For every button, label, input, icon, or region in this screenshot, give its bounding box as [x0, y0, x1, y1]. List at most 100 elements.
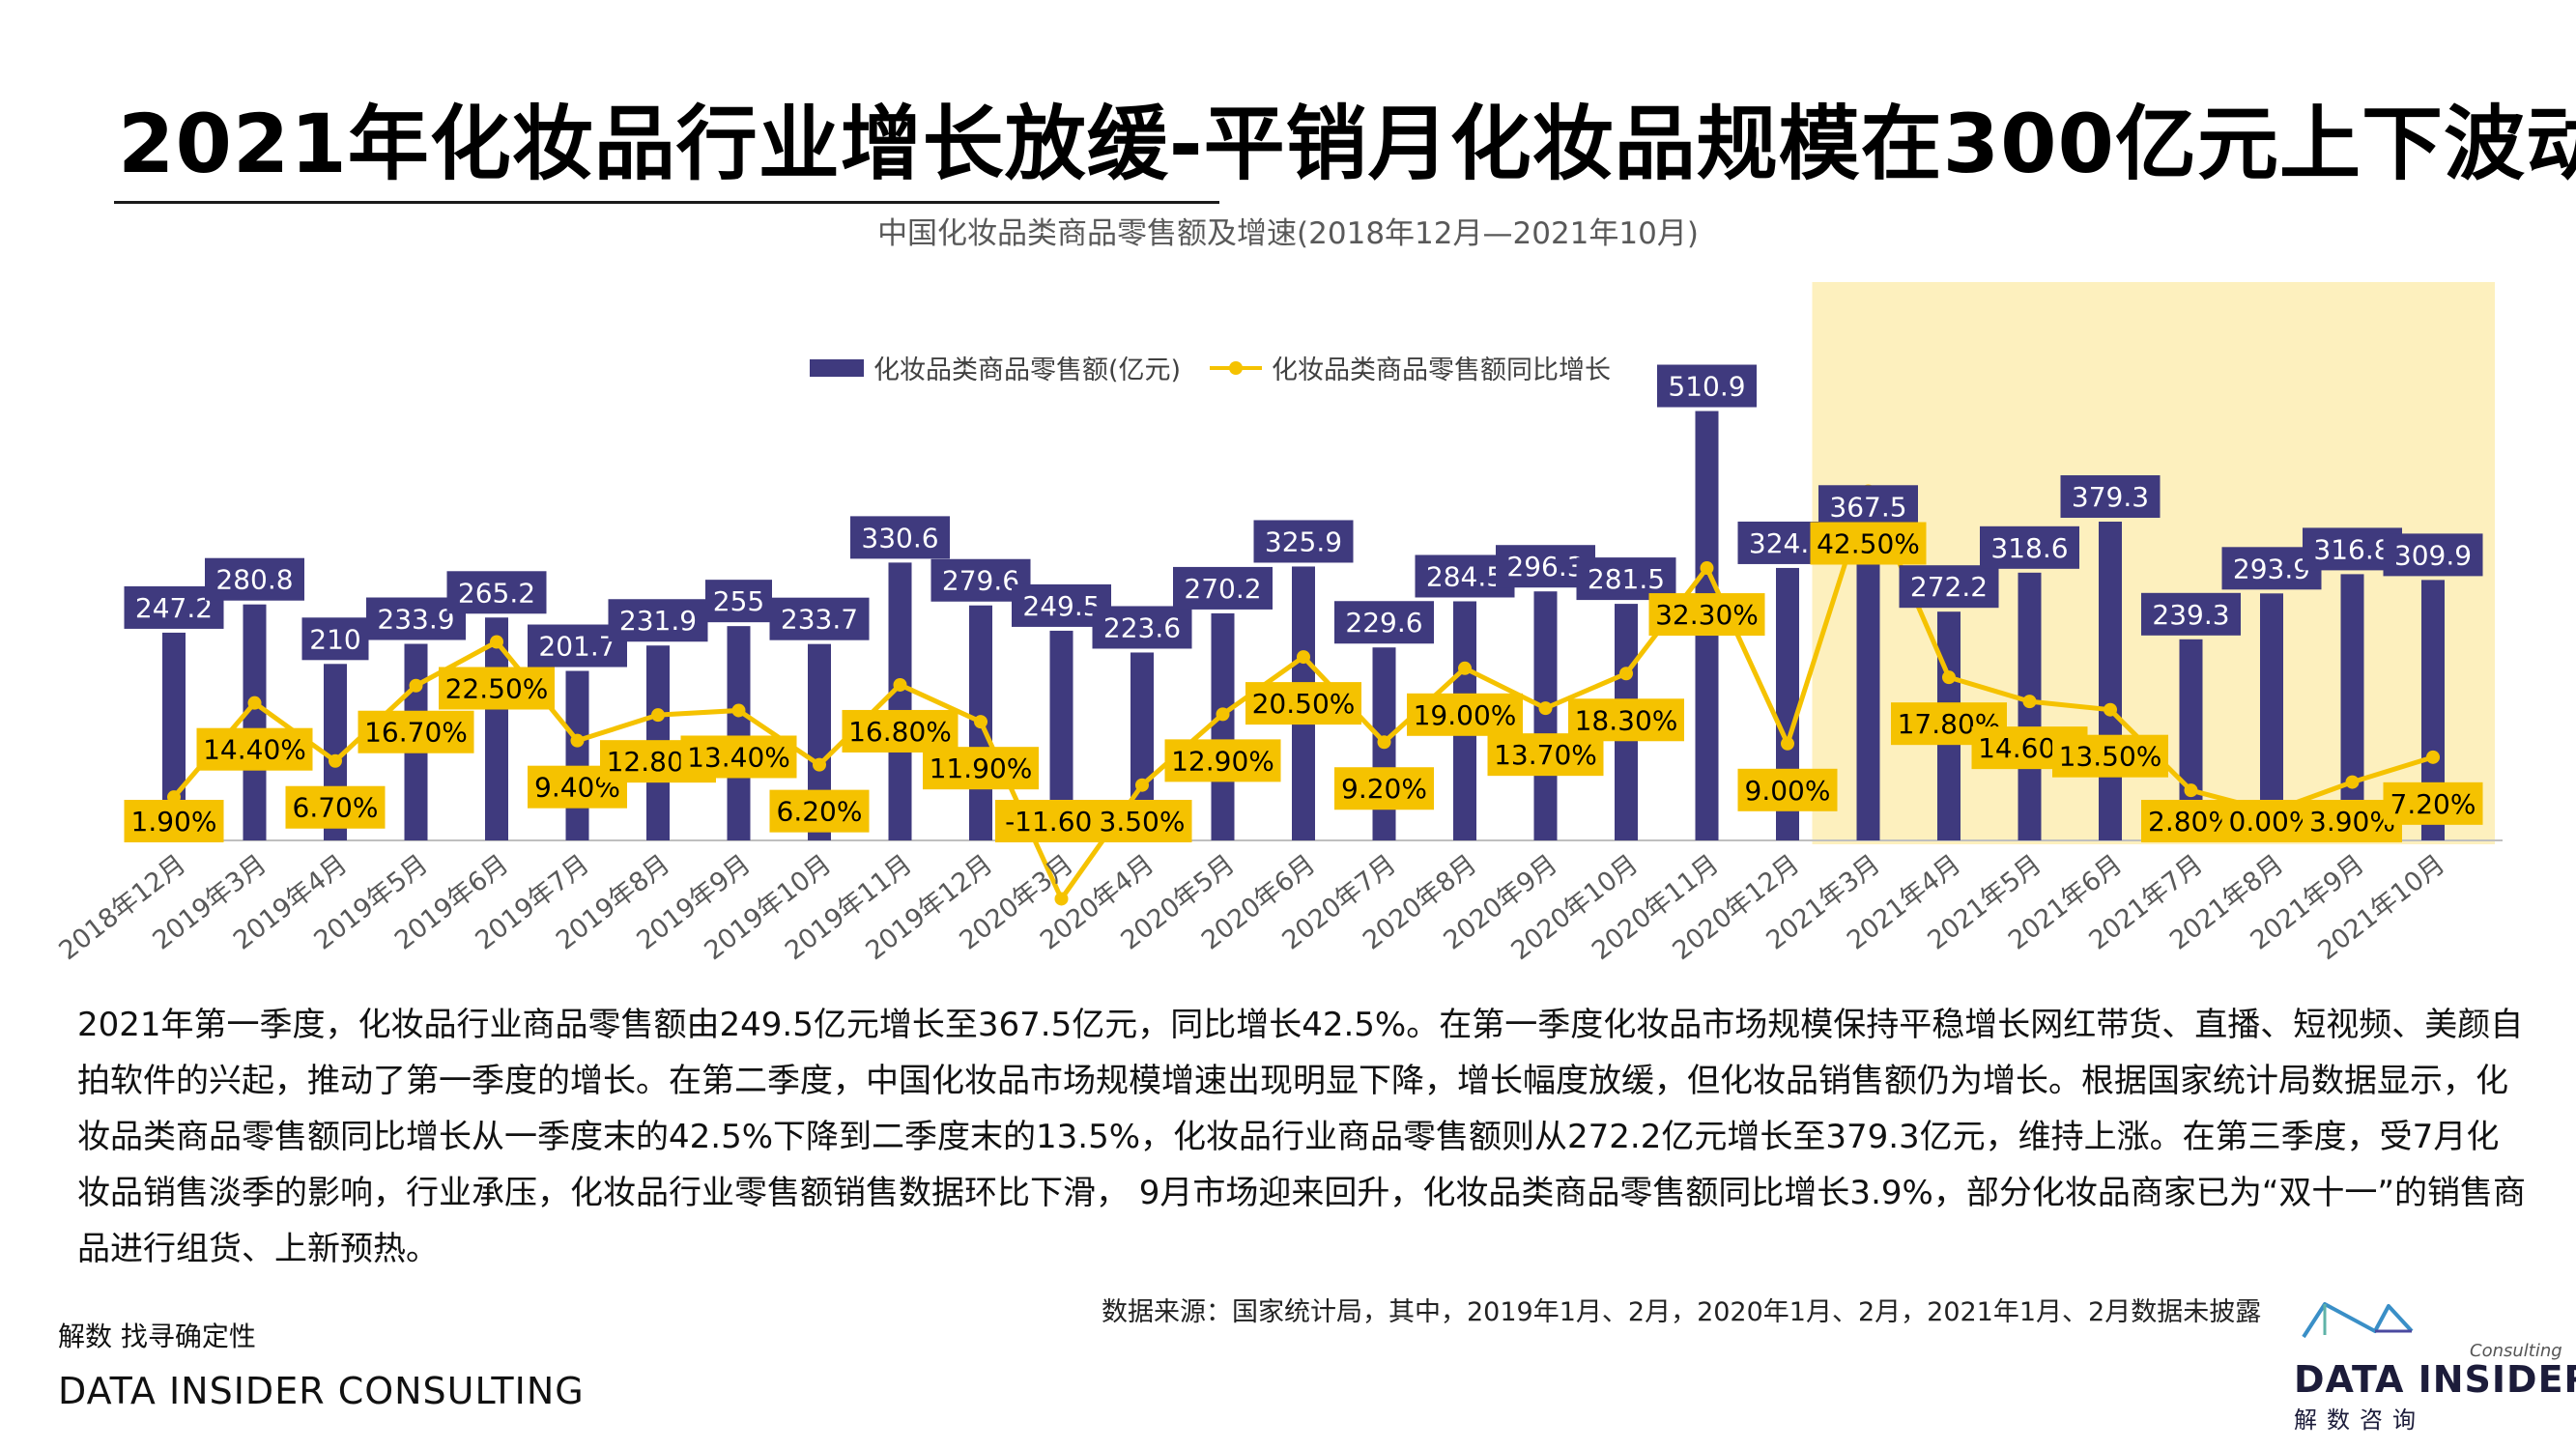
bar-value-label: 325.9 — [1265, 526, 1342, 557]
growth-value-label: 13.70% — [1494, 739, 1597, 771]
bar-value-label: 247.2 — [135, 592, 213, 624]
growth-value-label: 3.90% — [2309, 806, 2395, 838]
growth-value-label-bg — [1407, 693, 1523, 736]
growth-value-label-bg — [124, 800, 224, 842]
bar-value-label-bg — [1657, 364, 1757, 408]
growth-marker — [2345, 775, 2360, 789]
growth-value-label: 12.90% — [1171, 745, 1274, 777]
bar — [888, 562, 912, 840]
logo-name: DATA INSIDER — [2294, 1358, 2576, 1401]
growth-marker — [1538, 701, 1553, 716]
legend-line-label: 化妆品类商品零售额同比增长 — [1272, 355, 1611, 385]
page-title: 2021年化妆品行业增长放缓-平销月化妆品规模在300亿元上下波动 — [118, 97, 2576, 191]
footer-slogan: 解数 找寻确定性 — [58, 1321, 256, 1352]
bar-value-label-bg — [2383, 533, 2483, 577]
growth-marker — [409, 678, 423, 693]
company-logo: Consulting DATA INSIDER 解数咨询 — [2286, 1289, 2576, 1434]
legend-bar-swatch — [810, 359, 864, 377]
bar-value-label: 255 — [713, 585, 764, 617]
growth-value-label-bg — [196, 727, 313, 771]
growth-value-label-bg — [1737, 768, 1838, 811]
growth-marker — [974, 715, 987, 729]
bar-value-label: 270.2 — [1184, 573, 1261, 605]
growth-marker — [1297, 650, 1310, 665]
growth-marker — [247, 696, 262, 710]
growth-marker — [1377, 735, 1391, 750]
bar-value-label: 316.8 — [2313, 533, 2390, 565]
growth-marker — [1700, 561, 1714, 576]
bar-value-label-bg — [850, 516, 950, 559]
growth-value-label-bg — [1334, 767, 1434, 810]
bar-value-label: 318.6 — [1990, 532, 2068, 564]
bar — [1211, 612, 1235, 840]
bar-value-label: 281.5 — [1588, 563, 1665, 595]
growth-value-label-bg — [680, 735, 797, 779]
bar-value-label-bg — [1253, 520, 1354, 563]
bar-value-label: 284.5 — [1426, 560, 1503, 592]
bar-value-label: 265.2 — [458, 577, 535, 609]
growth-marker — [1619, 667, 1633, 681]
growth-value-label: 7.20% — [2390, 788, 2476, 820]
bar-value-label: 279.6 — [942, 565, 1019, 597]
growth-value-label-bg — [1092, 800, 1192, 842]
bar-value-label: 296.3 — [1506, 551, 1584, 582]
growth-marker — [813, 757, 826, 772]
growth-value-label: 9.00% — [1745, 775, 1831, 807]
bar-value-label-bg — [2060, 475, 2161, 519]
growth-value-label: 0.00% — [2229, 806, 2315, 838]
growth-marker — [2184, 783, 2198, 798]
bar-value-label: 239.3 — [2152, 599, 2229, 631]
growth-value-label-bg — [1164, 739, 1281, 782]
bar — [1533, 591, 1558, 840]
bar-value-label: 210 — [309, 623, 360, 655]
growth-value-label-bg — [842, 709, 959, 753]
growth-marker — [1054, 892, 1069, 906]
growth-marker — [329, 753, 342, 768]
growth-value-label: 42.50% — [1817, 528, 1920, 560]
bar — [565, 670, 589, 840]
growth-value-label: 20.50% — [1252, 688, 1356, 720]
bar-value-label: 229.6 — [1345, 607, 1422, 639]
bar-value-label-bg — [705, 580, 772, 623]
bar-value-label: 272.2 — [1910, 571, 1988, 603]
bar-value-label-bg — [1173, 566, 1273, 610]
growth-value-label-bg — [1810, 522, 1927, 565]
logo-chinese-name: 解数咨询 — [2294, 1406, 2425, 1434]
growth-value-label: 6.70% — [293, 792, 379, 824]
growth-value-label-bg — [2383, 781, 2483, 825]
growth-value-label-bg — [358, 710, 474, 753]
bar-value-label: 233.9 — [377, 604, 454, 636]
growth-marker — [1216, 707, 1230, 722]
bar — [2260, 593, 2283, 840]
growth-marker — [570, 733, 585, 748]
growth-value-label-bg — [2052, 734, 2168, 778]
growth-value-label: 1.90% — [131, 806, 217, 838]
bar-value-label-bg — [769, 597, 870, 640]
growth-value-label-bg — [439, 667, 555, 710]
bar-value-label: 233.7 — [781, 604, 858, 636]
bar-value-label: 293.9 — [2233, 553, 2310, 584]
growth-value-label-bg — [285, 785, 386, 829]
growth-value-label: 19.00% — [1414, 699, 1517, 731]
growth-value-label: 18.30% — [1575, 704, 1678, 736]
footer-brand: DATA INSIDER CONSULTING — [58, 1370, 585, 1412]
growth-marker — [1135, 778, 1149, 792]
growth-value-label: 3.50% — [1100, 806, 1186, 838]
bar-value-label-bg — [301, 617, 369, 661]
bar — [727, 626, 751, 840]
growth-marker — [1458, 661, 1472, 675]
growth-marker — [2426, 750, 2440, 764]
retail-chart: 中国化妆品类商品零售额及增速(2018年12月—2021年10月) 化妆品类商品零… — [0, 213, 2576, 1005]
growth-value-label: 11.90% — [930, 753, 1033, 784]
growth-value-label-bg — [1648, 593, 1765, 637]
growth-marker — [2022, 695, 2037, 709]
logo-consulting-text: Consulting — [2470, 1341, 2562, 1361]
growth-value-label: 16.70% — [364, 717, 468, 749]
bar — [2340, 574, 2364, 840]
growth-marker — [731, 703, 746, 718]
bar — [1856, 531, 1880, 840]
bar-value-label: 330.6 — [861, 522, 938, 554]
bar-value-label: 367.5 — [1829, 491, 1906, 523]
logo-mark-icon — [2302, 1302, 2414, 1339]
bar-value-label-bg — [608, 599, 708, 642]
